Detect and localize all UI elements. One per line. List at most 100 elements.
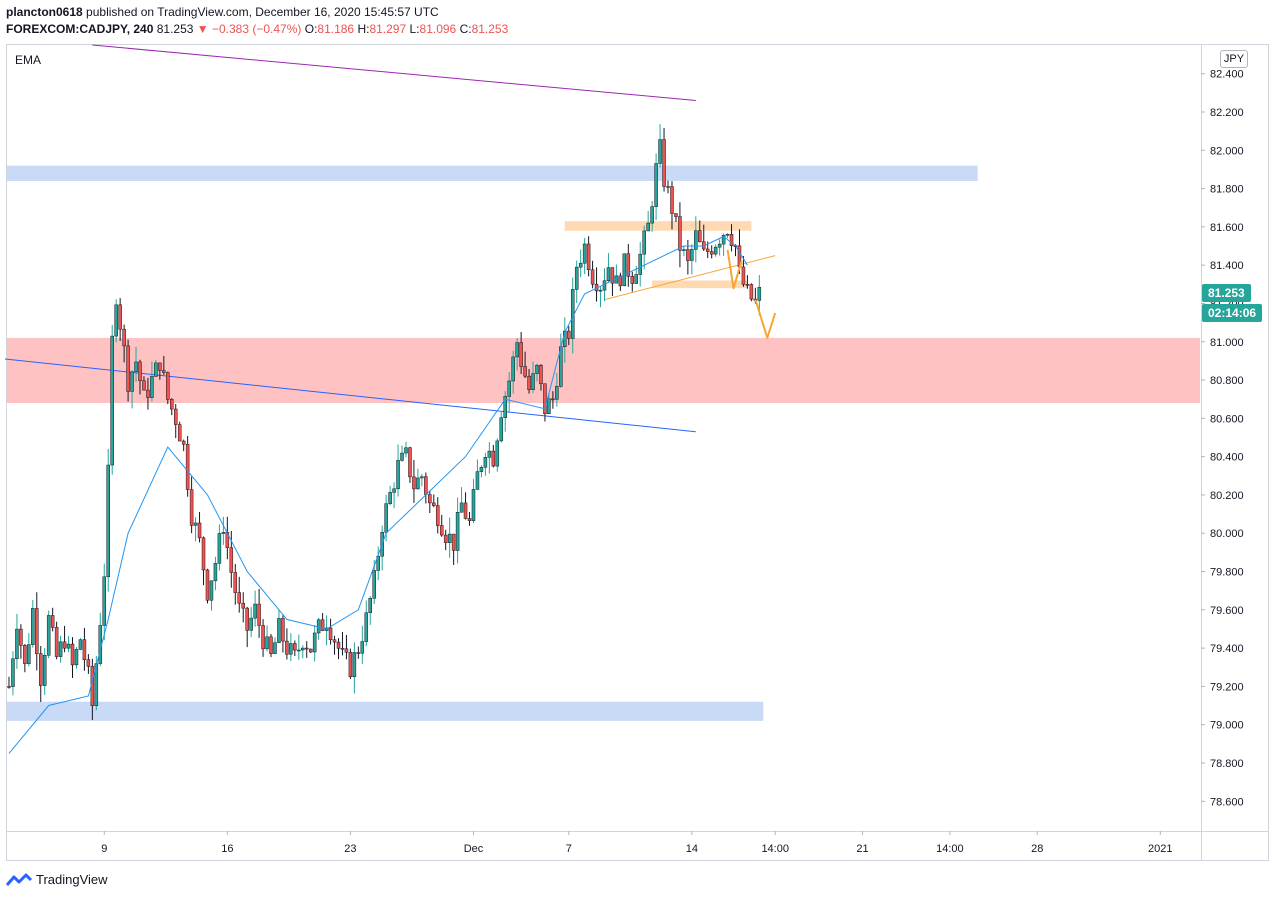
candle[interactable] — [678, 202, 682, 268]
candle[interactable] — [682, 246, 686, 257]
candle[interactable] — [15, 613, 19, 669]
candle[interactable] — [360, 625, 365, 664]
candle[interactable] — [535, 363, 539, 382]
candle[interactable] — [598, 285, 603, 308]
candle[interactable] — [205, 568, 210, 604]
candle[interactable] — [578, 249, 583, 278]
candle[interactable] — [102, 563, 107, 641]
candle[interactable] — [106, 449, 110, 592]
candle[interactable] — [253, 590, 257, 627]
candle[interactable] — [606, 253, 611, 283]
candle[interactable] — [586, 236, 591, 277]
candle[interactable] — [177, 421, 182, 442]
candle[interactable] — [150, 361, 154, 402]
candle[interactable] — [555, 372, 559, 407]
candle[interactable] — [134, 346, 138, 382]
candle[interactable] — [170, 398, 174, 416]
candle[interactable] — [729, 224, 734, 252]
currency-badge[interactable]: JPY — [1220, 50, 1248, 68]
candle[interactable] — [567, 325, 571, 346]
candle[interactable] — [27, 633, 31, 667]
support-zone-red[interactable] — [7, 337, 1200, 404]
indicator-label[interactable]: EMA — [15, 53, 42, 67]
candle[interactable] — [142, 376, 146, 391]
orange-arrow-down[interactable] — [754, 299, 777, 339]
candle[interactable] — [467, 512, 472, 526]
candle[interactable] — [610, 267, 615, 297]
candle[interactable] — [451, 533, 456, 565]
candle[interactable] — [324, 615, 329, 646]
candle[interactable] — [721, 233, 726, 256]
candle[interactable] — [312, 625, 317, 662]
candle[interactable] — [582, 238, 587, 275]
candle[interactable] — [420, 473, 424, 487]
candle[interactable] — [459, 487, 464, 513]
candle[interactable] — [197, 511, 202, 543]
candle[interactable] — [261, 619, 265, 657]
candle[interactable] — [332, 635, 337, 655]
candle[interactable] — [50, 607, 55, 632]
candle[interactable] — [316, 617, 321, 640]
orange-arrow-zigzag[interactable] — [726, 249, 743, 290]
candle[interactable] — [654, 153, 658, 220]
candle[interactable] — [543, 383, 547, 422]
candle[interactable] — [82, 627, 87, 671]
candle[interactable] — [491, 445, 496, 468]
candle[interactable] — [154, 359, 158, 378]
candle[interactable] — [66, 635, 71, 653]
candle[interactable] — [630, 271, 635, 292]
candle[interactable] — [515, 338, 519, 371]
candle[interactable] — [646, 210, 650, 232]
candle[interactable] — [201, 536, 206, 586]
candle[interactable] — [193, 517, 198, 542]
candle[interactable] — [658, 124, 662, 168]
candle[interactable] — [622, 253, 627, 287]
candle[interactable] — [483, 452, 488, 476]
candle[interactable] — [130, 370, 134, 409]
candle[interactable] — [126, 339, 130, 402]
resistance-zone-blue[interactable] — [7, 165, 978, 181]
candle[interactable] — [443, 529, 448, 551]
candle[interactable] — [674, 213, 678, 222]
candle[interactable] — [396, 444, 400, 497]
footer-brand[interactable]: TradingView — [6, 872, 108, 887]
candle[interactable] — [221, 516, 226, 545]
candle[interactable] — [698, 220, 702, 243]
candle[interactable] — [46, 610, 51, 659]
candle[interactable] — [594, 267, 599, 302]
candle[interactable] — [670, 181, 674, 230]
candle[interactable] — [249, 606, 253, 638]
candle[interactable] — [336, 638, 341, 660]
candle[interactable] — [273, 637, 277, 654]
candle[interactable] — [725, 233, 730, 239]
candle[interactable] — [495, 438, 500, 472]
candle[interactable] — [98, 612, 103, 666]
candle[interactable] — [158, 362, 162, 380]
candle[interactable] — [666, 180, 670, 194]
candle[interactable] — [233, 563, 238, 605]
candle[interactable] — [368, 596, 373, 625]
candle[interactable] — [173, 403, 178, 439]
candle[interactable] — [503, 391, 507, 432]
candle[interactable] — [551, 391, 555, 409]
candle[interactable] — [213, 556, 218, 591]
candle[interactable] — [463, 492, 468, 520]
candle[interactable] — [428, 490, 432, 514]
candle[interactable] — [118, 298, 122, 341]
candle[interactable] — [527, 368, 531, 394]
candle[interactable] — [523, 351, 527, 379]
candle[interactable] — [432, 494, 436, 508]
candle[interactable] — [122, 324, 126, 363]
candle[interactable] — [301, 645, 305, 659]
candle[interactable] — [352, 642, 357, 694]
candle[interactable] — [662, 127, 666, 192]
candle[interactable] — [269, 633, 273, 658]
candle[interactable] — [86, 654, 91, 674]
support-zone-blue[interactable] — [7, 701, 764, 721]
candle[interactable] — [745, 275, 750, 289]
candle[interactable] — [717, 239, 722, 256]
candle[interactable] — [7, 676, 11, 689]
candle[interactable] — [487, 442, 492, 474]
candle[interactable] — [162, 355, 166, 375]
candle[interactable] — [388, 485, 392, 506]
